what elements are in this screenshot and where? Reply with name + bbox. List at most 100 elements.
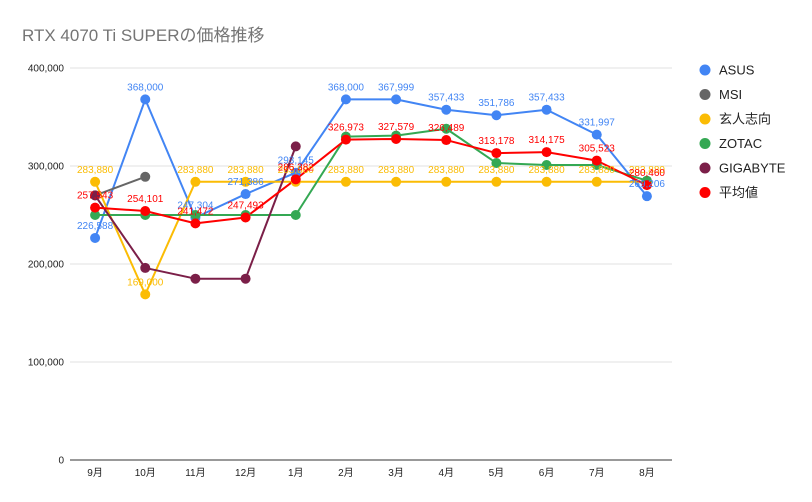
data-label: 357,433 (529, 93, 566, 104)
data-label: 305,523 (579, 144, 616, 155)
x-tick-label: 1月 (288, 467, 304, 479)
data-label: 283,880 (579, 165, 616, 176)
data-label: 368,000 (328, 82, 365, 93)
data-label: 269,206 (629, 179, 666, 190)
legend-marker (699, 138, 711, 149)
legend-marker (699, 113, 711, 125)
series-lines (94, 98, 648, 296)
data-point (190, 218, 201, 229)
data-label: 283,880 (529, 165, 566, 176)
data-point (190, 176, 201, 187)
x-tick-label: 7月 (589, 467, 605, 479)
x-tick-label: 11月 (185, 467, 205, 479)
data-point (541, 160, 552, 171)
data-point (90, 210, 101, 220)
data-label: 367,999 (378, 82, 415, 93)
data-point (591, 155, 602, 166)
data-point (391, 176, 402, 187)
data-label: 283,880 (77, 165, 114, 176)
legend-marker (699, 64, 711, 76)
x-tick-label: 2月 (338, 467, 354, 479)
data-point (290, 210, 301, 220)
y-tick-label: 0 (58, 456, 64, 467)
y-tick-label: 300,000 (28, 162, 65, 173)
series-line-0 (94, 98, 648, 239)
data-label: 351,786 (478, 98, 515, 109)
chart-title: RTX 4070 Ti SUPERの価格推移 (22, 26, 264, 45)
legend-marker (699, 89, 711, 100)
x-tick-label: 4月 (438, 467, 454, 479)
data-label: 257,543 (77, 191, 114, 202)
data-label: 280,460 (629, 168, 666, 179)
y-tick-label: 200,000 (28, 260, 65, 271)
series-points (90, 94, 652, 300)
data-point (591, 176, 602, 187)
data-point (441, 123, 452, 134)
series-line-1 (94, 175, 146, 197)
data-label: 293,145 (278, 156, 315, 167)
data-point (641, 180, 652, 191)
data-point (491, 110, 502, 121)
data-point (90, 202, 101, 213)
data-label: 283,880 (328, 165, 365, 176)
data-point (240, 189, 251, 200)
data-point (491, 176, 502, 187)
data-point (591, 129, 602, 140)
x-tick-label: 3月 (388, 467, 404, 479)
data-label: 283,880 (177, 165, 214, 176)
legend-label: ASUS (719, 63, 755, 78)
data-label: 241,472 (177, 206, 214, 217)
data-point (541, 104, 552, 115)
data-point (240, 212, 251, 223)
data-label: 368,000 (127, 82, 164, 93)
data-point (240, 273, 251, 284)
data-point (190, 273, 201, 284)
legend-label: 平均値 (719, 185, 758, 200)
data-label: 247,493 (228, 200, 265, 211)
x-tick-label: 10月 (135, 467, 156, 479)
data-label: 283,880 (629, 165, 666, 176)
series-line-3 (95, 127, 648, 216)
data-point (90, 176, 101, 187)
data-point (140, 94, 151, 105)
data-label: 331,997 (579, 118, 616, 129)
data-point (641, 191, 652, 202)
data-label: 357,433 (428, 93, 465, 104)
data-point (140, 289, 151, 300)
data-point (441, 104, 452, 115)
data-label: 313,178 (478, 136, 515, 147)
x-tick-label: 6月 (539, 467, 555, 479)
data-point (340, 94, 351, 105)
data-labels: 226,588 368,000 247,304 271,386 293,145 368,0… (77, 82, 665, 288)
data-label: 283,880 (378, 165, 415, 176)
legend: ASUS MSI 玄人志向 ZOTAC GIGABYTE 平均値 (699, 63, 786, 200)
series-line-2 (94, 180, 647, 296)
data-label: 247,304 (177, 201, 214, 212)
legend-label: GIGABYTE (719, 161, 786, 176)
data-label: 283,880 (228, 165, 265, 176)
data-point (441, 135, 452, 146)
data-point (391, 94, 402, 105)
data-point (140, 262, 151, 273)
x-axis-ticks: 9月 10月 11月 12月 1月 2月 3月 4月 5月 6月 7月 8月 (87, 467, 654, 479)
data-point (491, 148, 502, 159)
series-line-5 (95, 137, 648, 225)
data-point (491, 158, 502, 169)
legend-label: 玄人志向 (719, 112, 771, 127)
data-point (541, 176, 552, 187)
data-point (391, 133, 402, 144)
legend-marker (699, 187, 711, 198)
data-label: 286,382 (278, 162, 315, 173)
data-point (340, 176, 351, 187)
y-tick-label: 400,000 (28, 64, 65, 75)
legend-marker (699, 162, 711, 174)
y-axis-ticks: 0 100,000 200,000 300,000 400,000 (28, 64, 65, 467)
x-tick-label: 12月 (235, 467, 256, 479)
legend-label: MSI (719, 87, 742, 102)
data-label: 169,000 (127, 277, 164, 288)
data-point (541, 147, 552, 158)
x-tick-label: 5月 (489, 467, 505, 479)
data-point (290, 141, 301, 152)
data-label: 326,973 (328, 123, 365, 134)
